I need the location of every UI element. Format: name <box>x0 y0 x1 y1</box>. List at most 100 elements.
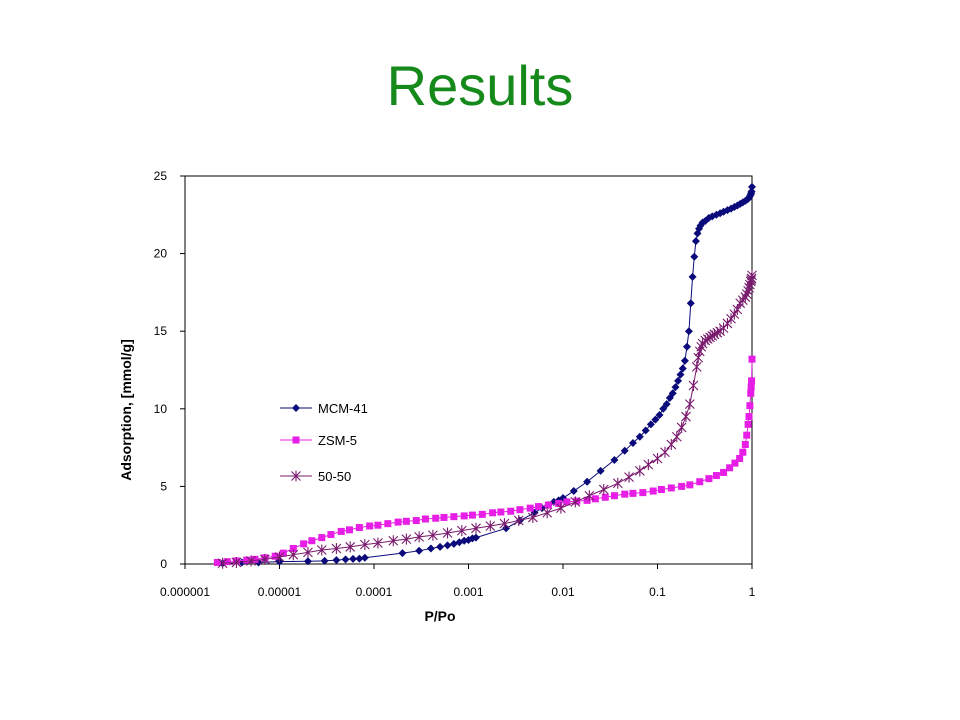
data-point <box>748 182 756 191</box>
data-point <box>681 411 691 423</box>
y-tick-label: 20 <box>154 247 168 261</box>
data-point <box>443 541 452 550</box>
data-point <box>682 342 691 351</box>
data-point <box>436 542 445 551</box>
data-point <box>259 553 270 565</box>
series-mcm-41 <box>218 182 756 568</box>
series-50-50 <box>217 269 757 569</box>
data-point <box>621 490 629 498</box>
data-point <box>320 556 329 565</box>
x-tick-label: 1 <box>749 585 756 599</box>
data-point <box>316 544 327 556</box>
series-line-mcm-41 <box>222 186 753 564</box>
data-point <box>327 531 335 539</box>
data-point <box>345 526 353 534</box>
data-point <box>674 376 683 385</box>
data-point <box>635 432 644 441</box>
data-point <box>563 498 571 506</box>
data-point <box>684 327 693 336</box>
data-point <box>456 525 467 537</box>
data-point <box>246 555 256 567</box>
data-point <box>743 431 751 439</box>
data-point <box>217 557 228 569</box>
data-point <box>544 501 552 509</box>
data-point <box>345 541 356 553</box>
data-point <box>337 527 345 535</box>
data-point <box>349 554 358 563</box>
data-point <box>468 511 476 519</box>
data-point <box>612 477 623 489</box>
data-point <box>747 187 756 196</box>
data-point <box>274 551 285 563</box>
legend-item-mcm-41: MCM-41 <box>280 401 368 416</box>
data-point <box>684 398 695 410</box>
data-point <box>243 556 251 564</box>
data-point <box>722 317 733 329</box>
data-point <box>556 502 566 514</box>
data-series <box>213 182 757 569</box>
x-axis-label: P/Po <box>424 608 455 624</box>
data-point <box>355 524 363 532</box>
data-point <box>629 489 637 497</box>
data-point <box>596 466 605 475</box>
data-point <box>432 514 440 522</box>
y-tick-label: 10 <box>154 402 168 416</box>
data-point <box>355 554 364 563</box>
legend-marker <box>291 470 301 482</box>
data-point <box>748 355 756 363</box>
data-point <box>359 539 370 551</box>
y-tick-label: 0 <box>160 557 167 571</box>
data-point <box>678 482 686 490</box>
data-point <box>489 509 497 517</box>
data-point <box>332 556 341 565</box>
data-point <box>254 558 263 567</box>
data-point <box>620 446 629 455</box>
data-point <box>534 503 542 511</box>
data-point <box>667 484 675 492</box>
legend-label: ZSM-5 <box>318 433 357 448</box>
data-point <box>373 537 383 549</box>
data-point <box>516 506 524 514</box>
data-point <box>499 518 510 530</box>
slide-title: Results <box>386 54 574 117</box>
data-point <box>676 421 687 433</box>
y-tick-label: 5 <box>160 479 167 493</box>
series-line-50-50 <box>222 275 753 564</box>
data-point <box>651 415 660 424</box>
data-point <box>643 459 654 471</box>
data-point <box>318 534 326 542</box>
data-point <box>271 552 279 560</box>
data-point <box>624 471 634 483</box>
data-point <box>213 558 221 566</box>
data-point <box>634 465 645 477</box>
data-point <box>666 438 677 450</box>
data-point <box>388 535 399 547</box>
data-point <box>696 478 704 486</box>
data-point <box>736 454 744 462</box>
data-point <box>659 404 668 413</box>
x-tick-labels: 0.000001 0.00001 0.0001 0.001 0.01 0.1 1 <box>160 585 756 599</box>
data-point <box>657 486 665 494</box>
data-point <box>583 477 592 486</box>
data-point <box>442 527 453 539</box>
data-point <box>696 341 707 353</box>
data-point <box>671 383 680 392</box>
data-point <box>655 411 664 420</box>
data-point <box>460 512 468 520</box>
data-point <box>308 537 316 545</box>
data-point <box>646 420 655 429</box>
data-point <box>680 356 689 365</box>
data-point <box>223 558 231 566</box>
data-point <box>741 440 749 448</box>
data-point <box>641 426 650 435</box>
data-point <box>360 553 369 562</box>
data-point <box>705 475 713 483</box>
data-point <box>289 544 297 552</box>
y-tick-label: 15 <box>154 324 168 338</box>
x-tick-label: 0.01 <box>551 585 575 599</box>
data-point <box>394 518 402 526</box>
y-axis-label: Adsorption, [mmol/g] <box>118 339 134 481</box>
data-point <box>747 269 757 281</box>
data-point <box>688 380 699 392</box>
